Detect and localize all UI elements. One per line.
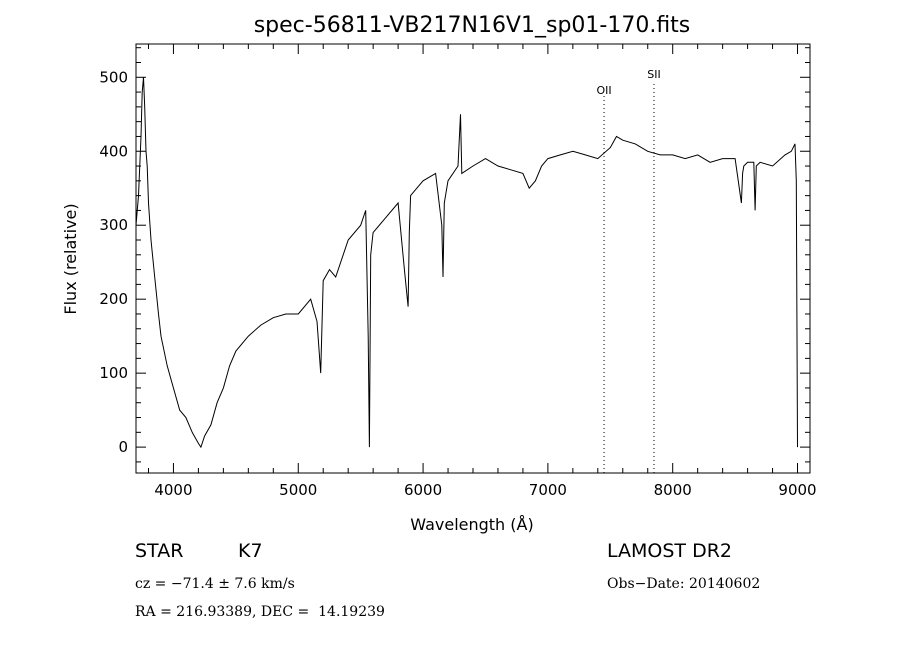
chart-title: spec-56811-VB217N16V1_sp01-170.fits (254, 13, 691, 38)
spectral-subclass: K7 (238, 540, 263, 562)
sky-coordinates: RA = 216.93389, DEC = 14.19239 (135, 604, 385, 620)
spectrum-line (135, 77, 798, 449)
emission-line-markers: OII SII (596, 68, 661, 473)
emission-line-label: SII (647, 68, 660, 81)
plot-frame (135, 43, 811, 474)
redshift-velocity: cz = −71.4 ± 7.6 km/s (135, 576, 295, 592)
y-tick-label: 500 (99, 68, 128, 86)
x-tick-label: 4000 (154, 481, 192, 499)
plot-axes: 4000 5000 6000 7000 8000 9000 0 100 200 300 400 500 (99, 43, 817, 499)
y-tick-label: 0 (118, 438, 128, 456)
x-tick-label: 5000 (279, 481, 317, 499)
y-tick-label: 400 (99, 142, 128, 160)
object-class: STAR (135, 540, 184, 562)
emission-line-label: OII (596, 84, 611, 97)
y-tick-label: 300 (99, 216, 128, 234)
survey-name: LAMOST DR2 (607, 540, 732, 562)
observation-date: Obs−Date: 20140602 (607, 576, 761, 592)
y-axis-label: Flux (relative) (61, 203, 80, 314)
y-tick-label: 100 (99, 364, 128, 382)
x-tick-label: 9000 (778, 481, 816, 499)
y-tick-label: 200 (99, 290, 128, 308)
x-tick-label: 6000 (404, 481, 442, 499)
x-tick-label: 7000 (529, 481, 567, 499)
x-tick-label: 8000 (654, 481, 692, 499)
x-axis-label: Wavelength (Å) (410, 515, 533, 534)
